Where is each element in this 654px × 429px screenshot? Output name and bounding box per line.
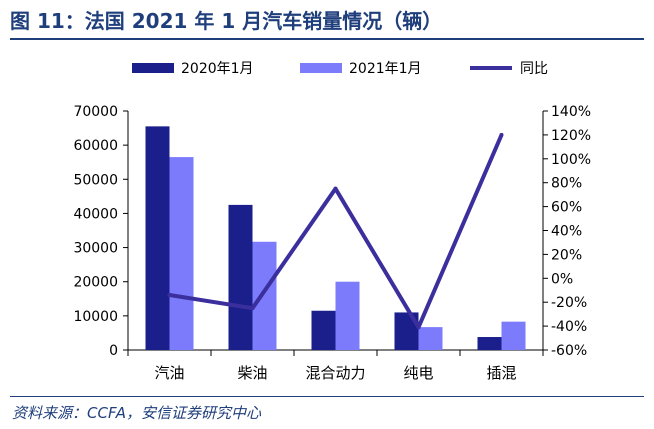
y-tick-label-right: 120% [551, 128, 591, 144]
y-tick-label-right: 0% [551, 271, 573, 287]
y-tick-label-right: -40% [551, 319, 587, 335]
y-tick-label-right: 20% [551, 247, 582, 263]
yoy-point [499, 132, 504, 137]
bar-2021 [418, 327, 443, 350]
bar-2020 [228, 204, 253, 350]
legend-label-yoy: 同比 [520, 61, 548, 77]
y-tick-label-left: 70000 [73, 104, 118, 120]
y-tick-label-left: 60000 [73, 138, 118, 154]
bar-2021 [169, 157, 194, 350]
bar-2021 [252, 241, 277, 350]
y-tick-label-left: 50000 [73, 172, 118, 188]
legend-swatch-2020 [132, 63, 174, 73]
y-tick-label-right: 140% [551, 104, 591, 120]
legend-label-2020: 2020年1月 [181, 61, 254, 77]
source-note: 资料来源：CCFA，安信证券研究中心 [12, 404, 261, 422]
y-tick-label-right: 60% [551, 200, 582, 216]
figure-title: 图 11：法国 2021 年 1 月汽车销量情况（辆） [10, 9, 443, 33]
x-tick-label: 汽油 [154, 364, 184, 382]
y-tick-label-left: 30000 [73, 241, 118, 257]
y-tick-label-right: 40% [551, 224, 582, 240]
x-tick-label: 插混 [486, 364, 516, 382]
yoy-point [250, 306, 255, 311]
plot-area: 0 10000 20000 30000 40000 50000 60000 70000 -60%… [73, 104, 591, 382]
y-tick-label-left: 10000 [73, 309, 118, 325]
y-tick-label-right: 100% [551, 152, 591, 168]
yoy-point [167, 293, 172, 298]
y-tick-label-left: 40000 [73, 206, 118, 222]
legend: 2020年1月 2021年1月 同比 [132, 61, 548, 77]
bar-2021 [501, 321, 526, 350]
legend-swatch-2021 [300, 63, 342, 73]
source-rule [10, 396, 644, 397]
yoy-point [416, 325, 421, 330]
legend-label-2021: 2021年1月 [349, 61, 422, 77]
x-tick-label: 柴油 [237, 364, 267, 382]
bar-2020 [477, 337, 502, 350]
title-rule [10, 38, 644, 40]
x-tick-label: 混合动力 [305, 364, 365, 382]
bar-2020 [145, 126, 170, 350]
y-tick-label-left: 0 [109, 343, 118, 359]
x-tick-label: 纯电 [403, 364, 433, 382]
y-tick-label-right: -60% [551, 343, 587, 359]
y-tick-label-left: 20000 [73, 275, 118, 291]
yoy-point [333, 186, 338, 191]
y-tick-label-right: 80% [551, 176, 582, 192]
bar-2020 [311, 310, 336, 350]
y-tick-label-right: -20% [551, 295, 587, 311]
bar-2021 [335, 281, 360, 350]
